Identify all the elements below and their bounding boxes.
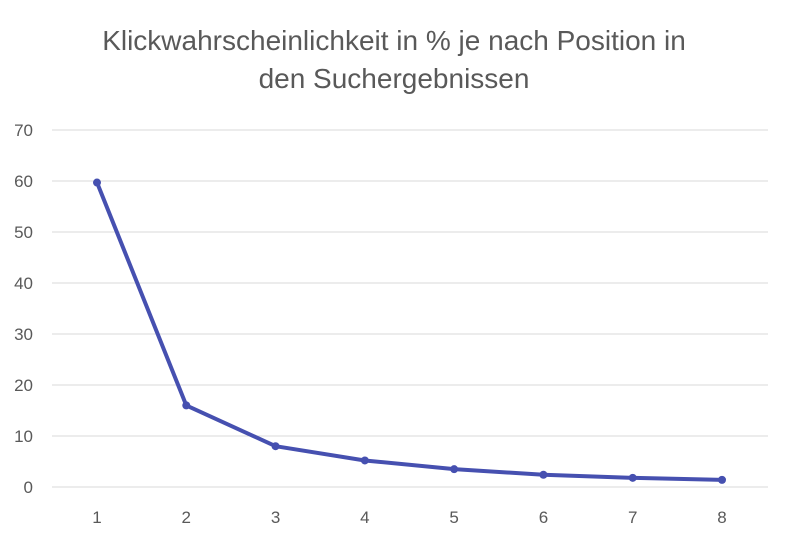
series-layer — [93, 178, 726, 484]
x-axis-tick-labels: 1 2 3 4 5 6 7 8 — [92, 508, 726, 527]
y-tick-label: 60 — [14, 172, 33, 191]
series-line — [95, 180, 724, 482]
data-point — [450, 465, 459, 474]
y-tick-label: 10 — [14, 427, 33, 446]
x-tick-label: 8 — [717, 508, 726, 527]
x-tick-label: 3 — [271, 508, 280, 527]
x-tick-label: 7 — [628, 508, 637, 527]
y-tick-label: 40 — [14, 274, 33, 293]
y-tick-label: 20 — [14, 376, 33, 395]
chart-title-line-1: Klickwahrscheinlichkeit in % je nach Pos… — [102, 25, 686, 56]
data-point — [360, 456, 369, 465]
y-tick-label: 30 — [14, 325, 33, 344]
y-tick-label: 0 — [24, 478, 33, 497]
x-tick-label: 5 — [449, 508, 458, 527]
chart-title: Klickwahrscheinlichkeit in % je nach Pos… — [40, 22, 748, 98]
x-tick-label: 6 — [539, 508, 548, 527]
data-point — [182, 401, 191, 410]
data-point — [628, 473, 637, 482]
data-point — [93, 178, 101, 187]
data-point — [539, 470, 548, 479]
data-point — [718, 475, 726, 484]
x-tick-label: 2 — [182, 508, 191, 527]
chart-title-line-2: den Suchergebnissen — [258, 63, 530, 94]
gridlines — [52, 129, 768, 488]
y-tick-label: 50 — [14, 223, 33, 242]
y-axis-tick-labels: 0 10 20 30 40 50 60 70 — [14, 121, 33, 497]
x-tick-label: 4 — [360, 508, 369, 527]
data-point — [271, 442, 280, 451]
x-tick-label: 1 — [92, 508, 101, 527]
y-tick-label: 70 — [14, 121, 33, 140]
